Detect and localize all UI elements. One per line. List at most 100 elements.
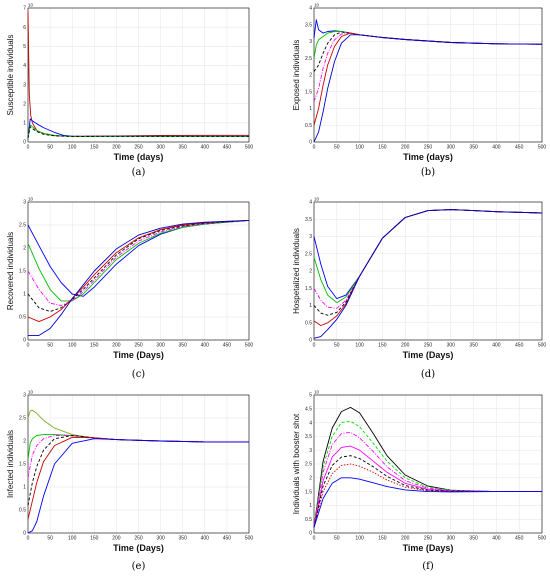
x-tick-label: 450 xyxy=(515,343,524,349)
y-axis-label: Recovered individuals xyxy=(6,232,15,310)
x-tick-label: 450 xyxy=(515,145,524,151)
x-tick-label: 300 xyxy=(447,536,456,542)
y-tick-label: 4.5 xyxy=(305,407,312,413)
x-tick-label: 400 xyxy=(201,536,210,542)
y-tick-label: 1.5 xyxy=(305,89,312,95)
y-tick-label: 1.5 xyxy=(305,286,312,292)
x-tick-label: 350 xyxy=(469,343,478,349)
x-tick-label: 350 xyxy=(179,145,188,151)
y-tick-label: 1 xyxy=(309,106,312,112)
y-tick-label: 0.5 xyxy=(19,315,26,321)
y-tick-label: 2 xyxy=(309,476,312,482)
x-tick-label: 50 xyxy=(47,145,53,151)
x-axis-label: Time (Days) xyxy=(403,350,454,360)
x-tick-label: 150 xyxy=(90,343,99,349)
y-tick-label: 2.5 xyxy=(19,416,26,422)
y-axis-label: Hospetalized individuals xyxy=(292,228,301,314)
x-tick-label: 350 xyxy=(469,536,478,542)
y-tick-label: 4 xyxy=(309,6,312,12)
y-tick-label: 5 xyxy=(23,44,26,50)
x-tick-label: 200 xyxy=(401,145,410,151)
x-tick-label: 100 xyxy=(68,145,77,151)
y-tick-label: 2 xyxy=(23,246,26,252)
series-line-5 xyxy=(27,219,250,323)
series-line-4 xyxy=(27,219,250,312)
x-tick-label: 50 xyxy=(334,536,340,542)
x-tick-label: 100 xyxy=(355,145,364,151)
x-tick-label: 500 xyxy=(245,343,254,349)
panel-caption: (a) xyxy=(132,167,146,178)
y-tick-label: 2.5 xyxy=(19,223,26,229)
grid xyxy=(313,201,543,341)
series-line-6 xyxy=(28,219,250,336)
y-tick-label: 3 xyxy=(23,200,26,206)
x-tick-label: 150 xyxy=(378,343,387,349)
x-tick-label: 0 xyxy=(27,145,30,151)
x-tick-label: 450 xyxy=(223,343,232,349)
y-tick-label: 2 xyxy=(23,439,26,445)
y-tick-label: 0.5 xyxy=(305,517,312,523)
x-tick-label: 350 xyxy=(179,343,188,349)
x-tick-label: 400 xyxy=(201,343,210,349)
y-tick-label: 1.5 xyxy=(19,462,26,468)
y-tick-label: 0 xyxy=(309,140,312,146)
x-tick-label: 50 xyxy=(334,343,340,349)
y-axis-exponent: 10 xyxy=(28,3,34,8)
y-axis-exponent: 10 xyxy=(28,390,34,395)
panel-b: 0 50 100 150 200 250 300 350 400 450 500 0 0.5 1 1.5 2 2… xyxy=(292,3,546,179)
x-tick-label: 200 xyxy=(401,536,410,542)
y-axis-exponent: 10 xyxy=(28,197,34,202)
y-tick-label: 3.5 xyxy=(305,217,312,223)
panel-f: 0 50 100 150 200 250 300 350 400 450 500 0 0.5 1 1.5 2 2… xyxy=(292,390,546,573)
x-tick-label: 400 xyxy=(201,145,210,151)
y-tick-label: 0 xyxy=(309,531,312,537)
x-tick-label: 50 xyxy=(47,536,53,542)
y-tick-label: 4 xyxy=(23,63,26,69)
y-tick-label: 2.5 xyxy=(305,56,312,62)
x-tick-label: 0 xyxy=(27,343,30,349)
y-tick-label: 6 xyxy=(23,25,26,31)
x-tick-label: 200 xyxy=(112,145,121,151)
x-tick-label: 500 xyxy=(538,145,547,151)
y-tick-label: 4 xyxy=(309,200,312,206)
plot-frame xyxy=(313,201,543,341)
x-tick-label: 50 xyxy=(47,343,53,349)
plot-frame xyxy=(313,394,543,534)
y-tick-label: 2.5 xyxy=(305,462,312,468)
y-axis-label: Individuals with booster shot xyxy=(292,413,301,514)
x-tick-label: 250 xyxy=(134,536,143,542)
x-tick-label: 450 xyxy=(223,145,232,151)
series-line-6 xyxy=(313,34,543,143)
series-line-3 xyxy=(313,31,543,72)
x-tick-label: 0 xyxy=(313,343,316,349)
grid xyxy=(27,7,250,143)
y-axis-label: Exposed individuals xyxy=(292,40,301,111)
x-tick-label: 450 xyxy=(515,536,524,542)
y-tick-label: 3 xyxy=(309,39,312,45)
x-tick-label: 400 xyxy=(492,343,501,349)
x-tick-label: 300 xyxy=(447,343,456,349)
x-axis-label: Time (Days) xyxy=(403,543,454,553)
panel-caption: (e) xyxy=(132,561,146,572)
x-tick-label: 300 xyxy=(447,145,456,151)
x-tick-label: 500 xyxy=(538,343,547,349)
y-tick-label: 2 xyxy=(23,101,26,107)
panel-d: 0 50 100 150 200 250 300 350 400 450 500 0 0.5 1 1.5 2 2… xyxy=(292,197,546,381)
panel-e: 0 50 100 150 200 250 300 350 400 450 500 0 0.5 1 1.5 2 2… xyxy=(6,390,253,573)
y-tick-label: 1.5 xyxy=(19,269,26,275)
series-line-2 xyxy=(313,420,542,528)
panel-c: 0 50 100 150 200 250 300 350 400 450 500 0 0.5 1 1.5 2 2… xyxy=(6,197,253,381)
y-axis-label: Susceptible individuals xyxy=(6,35,15,116)
y-tick-label: 0 xyxy=(23,140,26,146)
x-tick-label: 150 xyxy=(378,145,387,151)
x-tick-label: 300 xyxy=(156,145,165,151)
x-tick-label: 250 xyxy=(424,145,433,151)
x-tick-label: 400 xyxy=(492,536,501,542)
x-tick-label: 500 xyxy=(245,145,254,151)
x-tick-label: 350 xyxy=(179,536,188,542)
grid xyxy=(313,394,543,534)
x-tick-label: 150 xyxy=(90,145,99,151)
series-line-6 xyxy=(27,438,249,534)
series-line-2 xyxy=(27,219,250,302)
